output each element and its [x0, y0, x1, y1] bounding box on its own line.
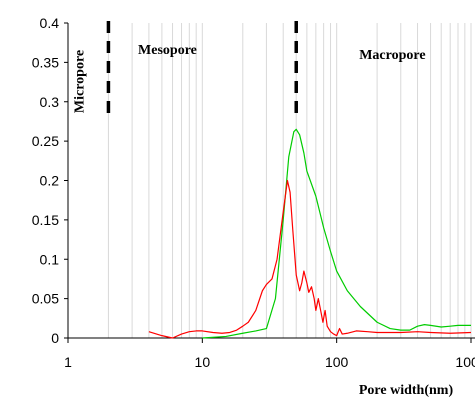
- y-tick-label: 0.35: [32, 54, 59, 70]
- region-boundaries: [106, 21, 298, 113]
- y-tick-label: 0.25: [32, 133, 59, 149]
- y-tick-label: 0.4: [40, 15, 60, 31]
- region-label-mesopore: Mesopore: [138, 43, 197, 58]
- y-tick-label: 0: [51, 330, 59, 346]
- y-tick-label: 0.1: [40, 251, 60, 267]
- labels: Micropore Mesopore Macropore Pore width(nm): [72, 43, 453, 398]
- y-tick-label: 0.15: [32, 212, 59, 228]
- x-tick-label: 100: [325, 354, 349, 370]
- x-tick-label: 1000: [455, 354, 475, 370]
- y-tick-label: 0.2: [40, 173, 60, 189]
- region-label-micropore: Micropore: [72, 50, 87, 113]
- y-tick-label: 0.3: [40, 94, 60, 110]
- x-tick-label: 1: [64, 354, 72, 370]
- grid-lines: [107, 23, 472, 338]
- x-tick-label: 10: [195, 354, 211, 370]
- x-axis-title: Pore width(nm): [359, 383, 454, 398]
- series-lines: [148, 128, 472, 339]
- region-label-macropore: Macropore: [359, 48, 425, 63]
- y-tick-label: 0.05: [32, 291, 59, 307]
- axes: 0 0.05 0.1 0.15 0.2 0.25 0.3 0.35 0.4 1 10 100 1000: [32, 15, 475, 370]
- series-line-1: [202, 128, 471, 339]
- series-line-2: [148, 179, 472, 339]
